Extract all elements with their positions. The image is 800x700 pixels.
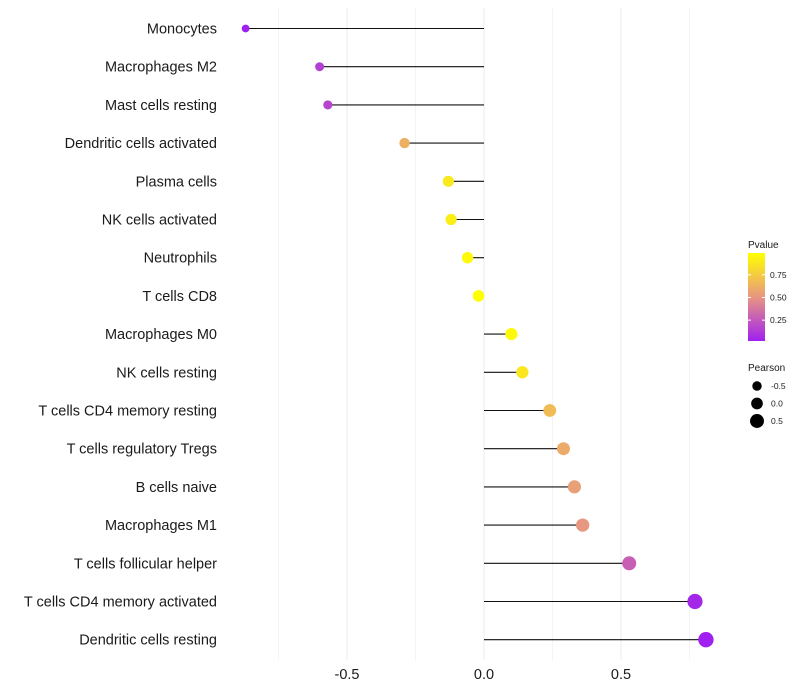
data-point [315, 62, 325, 72]
category-label: T cells CD4 memory activated [24, 595, 217, 611]
data-point [472, 290, 485, 302]
category-label: T cells CD4 memory resting [38, 404, 217, 420]
color-legend-label: 0.75 [770, 270, 787, 280]
category-label: Macrophages M1 [105, 518, 217, 534]
data-point [622, 556, 637, 571]
category-label: T cells CD8 [142, 289, 217, 305]
category-label: T cells regulatory Tregs [67, 442, 217, 458]
data-point [505, 328, 518, 341]
data-point [556, 442, 570, 456]
color-legend-bar [748, 253, 765, 341]
data-point [516, 366, 529, 379]
data-point [543, 404, 557, 417]
data-point [241, 24, 250, 33]
size-legend-point [752, 381, 762, 391]
data-point [687, 593, 703, 610]
category-label: Neutrophils [144, 251, 217, 267]
category-label: NK cells activated [102, 213, 217, 229]
size-legend-point [750, 414, 764, 428]
category-label: Dendritic cells activated [65, 136, 217, 152]
data-point [575, 518, 590, 532]
size-legend-point [751, 397, 763, 410]
category-label: Monocytes [147, 22, 217, 38]
category-label: Dendritic cells resting [79, 633, 217, 649]
data-point [698, 632, 714, 648]
x-tick-label: -0.5 [335, 667, 360, 683]
data-point [461, 251, 474, 264]
data-point [323, 100, 333, 110]
category-label: Macrophages M2 [105, 60, 217, 76]
category-label: NK cells resting [116, 365, 217, 381]
category-label: T cells follicular helper [74, 556, 217, 572]
category-label: Mast cells resting [105, 98, 217, 114]
category-label: Plasma cells [136, 174, 217, 190]
data-point [567, 480, 582, 494]
size-legend-label: 0.5 [771, 416, 783, 426]
color-legend-label: 0.50 [770, 292, 787, 302]
data-point [399, 137, 410, 149]
size-legend-label: -0.5 [771, 381, 786, 391]
x-tick-label: 0.5 [611, 667, 631, 683]
category-label: B cells naive [136, 480, 217, 496]
category-label: Macrophages M0 [105, 327, 217, 343]
color-legend-label: 0.25 [770, 315, 787, 325]
color-legend-title: Pvalue [748, 240, 779, 251]
data-point [442, 175, 454, 187]
size-legend-title: Pearson [748, 363, 785, 374]
size-legend-label: 0.0 [771, 399, 783, 409]
x-tick-label: 0.0 [474, 667, 494, 683]
data-point [445, 213, 457, 226]
